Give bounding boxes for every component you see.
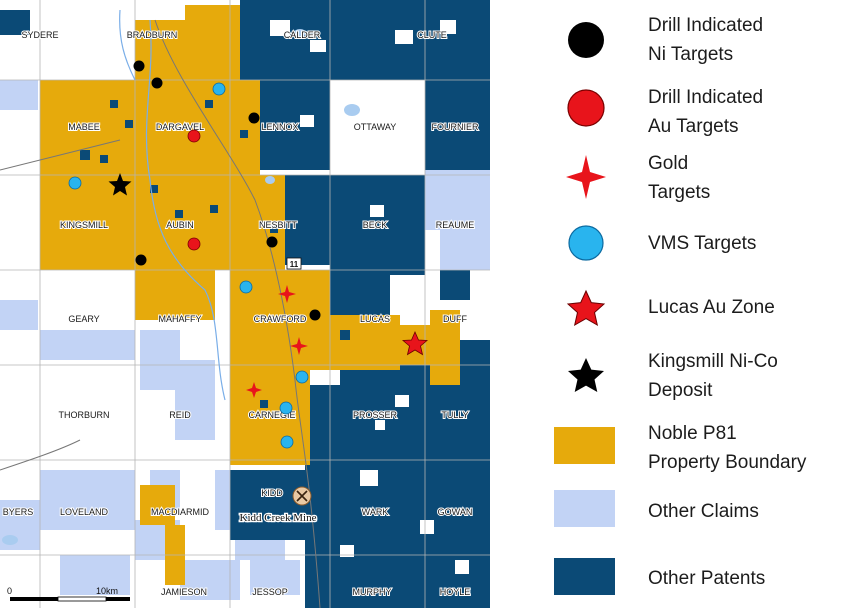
township-label-lennox: LENNOX [261,122,298,132]
patent-gaps [270,20,469,574]
legend-label-drill-ni-2: Ni Targets [648,44,733,65]
vms-target [279,401,293,415]
legend-label-drill-au-1: Drill Indicated [648,87,763,108]
township-label-bradburn: BRADBURN [127,30,178,40]
township-label-hoyle: HOYLE [440,587,471,597]
drill-au-target [187,129,201,143]
legend-label-vms: VMS Targets [648,233,756,254]
township-label-loveland: LOVELAND [60,507,109,517]
water-bodies [2,29,360,545]
kidd-creek-mine: Kidd Creek Mine [238,486,318,525]
drill-ni-targets [133,60,321,321]
vms-target [68,176,82,190]
legend: Drill Indicated Ni Targets Drill Indicat… [490,0,844,608]
township-labels: SYDERE BRADBURN CALDER CLUTE MABEE DARGA… [2,29,480,598]
township-label-macdiarmid: MACDIARMID [151,507,209,517]
drill-au-target [187,237,201,251]
vms-target [295,370,309,384]
legend-symbol-kingsmill [568,358,604,392]
legend-symbol-noble [554,427,615,464]
legend-label-gold-2: Targets [648,182,710,203]
township-label-clute: CLUTE [417,30,447,40]
township-label-calder: CALDER [284,30,321,40]
vms-target [280,435,294,449]
legend-label-drill-ni-1: Drill Indicated [648,15,763,36]
pick-axes-glyph [296,490,308,502]
gold-target [246,382,262,398]
vms-targets [68,82,309,449]
legend-label-kingsmill-2: Deposit [648,380,713,401]
township-label-beck: BECK [363,220,388,230]
legend-label-noble-2: Property Boundary [648,452,807,473]
township-label-tully: TULLY [441,410,468,420]
township-grid [0,0,490,608]
township-label-byers: BYERS [3,507,34,517]
kingsmill-star [108,173,132,196]
lucas-au-star [401,331,429,356]
drill-ni-target [135,254,147,266]
scale-bar-end: 10km [96,586,118,596]
legend-label-kingsmill-1: Kingsmill Ni-Co [648,351,778,372]
legend-symbol-claims [554,490,615,527]
drill-ni-target [309,309,321,321]
legend-symbol-gold-target [566,155,606,199]
legend-symbol-drill-ni [568,22,604,58]
township-label-duff: DUFF [443,314,467,324]
scale-bar-start: 0 [7,586,12,596]
township-label-jamieson: JAMIESON [161,587,207,597]
highway-11-shield: 11 [286,257,302,270]
township-label-kidd: KIDD [261,488,283,498]
lucas-au-zone [401,331,429,356]
drill-ni-target [133,60,145,72]
township-label-geary: GEARY [68,314,99,324]
township-label-kingsmill: KINGSMILL [60,220,108,230]
legend-label-noble-1: Noble P81 [648,423,737,444]
township-label-fournier: FOURNIER [432,122,480,132]
vms-target [212,82,226,96]
township-label-nesbitt: NESBITT [259,220,298,230]
legend-symbol-vms [568,225,604,261]
claims-map: 11 SYDERE BRADBURN CALDER CLUTE MABEE DA… [0,0,490,608]
roads [0,19,321,608]
legend-label-claims: Other Claims [648,501,759,522]
kingsmill-deposit [108,173,132,196]
highway-11-label: 11 [290,260,299,269]
drill-ni-target [248,112,260,124]
township-label-thorburn: THORBURN [59,410,110,420]
township-label-gowan: GOWAN [438,507,473,517]
legend-label-gold-1: Gold [648,153,688,174]
legend-symbol-patents [554,558,615,595]
legend-label-patents: Other Patents [648,568,765,589]
scale-bar: 0 10km [7,586,130,602]
township-label-reid: REID [169,410,191,420]
township-label-wark: WARK [362,507,389,517]
gold-target [278,285,296,303]
drill-ni-target [266,236,278,248]
property-inholdings [80,100,350,408]
legend-symbol-drill-au [567,89,605,127]
legend-label-drill-au-2: Au Targets [648,116,738,137]
township-label-ottaway: OTTAWAY [354,122,397,132]
township-label-aubin: AUBIN [166,220,194,230]
township-label-reaume: REAUME [436,220,475,230]
drill-au-targets [187,129,201,251]
rivers [119,9,226,401]
township-label-mahaffy: MAHAFFY [158,314,201,324]
gold-targets [246,285,308,398]
township-label-murphy: MURPHY [352,587,391,597]
township-label-prosser: PROSSER [353,410,398,420]
township-label-lucas: LUCAS [360,314,390,324]
vms-target [239,280,253,294]
township-label-crawford: CRAWFORD [254,314,307,324]
township-label-jessop: JESSOP [252,587,288,597]
township-label-mabee: MABEE [68,122,100,132]
legend-symbol-lucas [566,289,606,326]
mine-label: Kidd Creek Mine [240,512,317,524]
township-label-sydere: SYDERE [21,30,58,40]
legend-label-lucas: Lucas Au Zone [648,297,775,318]
gold-target [290,337,308,355]
drill-ni-target [151,77,163,89]
